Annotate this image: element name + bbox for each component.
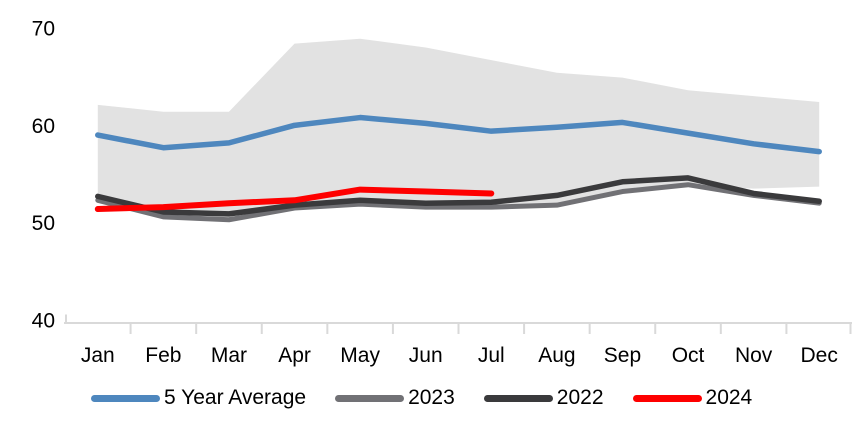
legend-swatch-5-year-average	[91, 394, 160, 402]
x-axis-label: Aug	[538, 344, 575, 367]
y-axis-tick-label: 70	[32, 18, 55, 41]
x-axis-label: Dec	[801, 344, 838, 367]
x-axis-label: Feb	[145, 344, 181, 367]
legend-swatch-2022	[483, 394, 553, 402]
x-axis-label: Mar	[211, 344, 247, 367]
y-axis-tick-label: 50	[32, 212, 55, 235]
y-axis-tick-label: 60	[32, 115, 55, 138]
x-axis-label: Oct	[672, 344, 705, 367]
x-axis-label: Jan	[81, 344, 115, 367]
series-line-2023	[95, 182, 822, 223]
series-line-2024	[94, 186, 495, 213]
legend-label-2023: 2023	[408, 386, 455, 409]
legend-item-5-year-average: 5 Year Average	[91, 386, 306, 410]
series-line-5-year-average	[95, 114, 822, 155]
series-line-2022	[95, 175, 822, 217]
y-axis-tick-label: 40	[32, 310, 55, 333]
x-axis-label: Sep	[604, 344, 641, 367]
legend-label-2022: 2022	[556, 386, 604, 409]
legend-item-2024: 2024	[632, 386, 753, 410]
legend-label-5-year-average: 5 Year Average	[164, 386, 307, 409]
legend-label-2024: 2024	[705, 386, 753, 409]
x-axis-label: Jun	[409, 344, 443, 367]
x-axis-label: Apr	[278, 344, 311, 367]
x-axis-label: Jul	[478, 344, 505, 367]
legend-swatch-2023	[335, 394, 405, 402]
legend-swatch-2024	[632, 394, 702, 402]
x-axis-label: May	[340, 344, 380, 367]
legend-item-2023: 2023	[335, 386, 455, 410]
chart-legend: 5 Year Average 2023 2022 2024	[91, 386, 752, 410]
x-axis-label: Nov	[735, 344, 773, 367]
legend-item-2022: 2022	[483, 386, 604, 410]
